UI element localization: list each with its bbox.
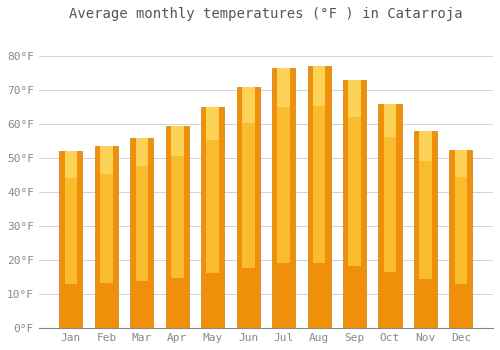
Bar: [60, 152, 82, 328]
Bar: [95, 146, 118, 328]
Bar: [100, 146, 113, 283]
Bar: [242, 87, 254, 123]
Bar: [384, 104, 396, 138]
Bar: [64, 152, 78, 178]
Bar: [343, 80, 366, 328]
Bar: [419, 131, 432, 161]
Bar: [136, 138, 148, 166]
Bar: [278, 68, 290, 107]
Bar: [278, 68, 290, 263]
Bar: [313, 66, 326, 263]
Bar: [313, 66, 326, 106]
Bar: [206, 107, 219, 273]
Bar: [384, 104, 396, 272]
Bar: [348, 80, 361, 117]
Bar: [348, 80, 361, 266]
Bar: [166, 126, 189, 328]
Bar: [201, 107, 224, 328]
Bar: [242, 87, 254, 268]
Bar: [308, 66, 330, 328]
Bar: [236, 87, 260, 328]
Bar: [450, 150, 472, 328]
Title: Average monthly temperatures (°F ) in Catarroja: Average monthly temperatures (°F ) in Ca…: [69, 7, 462, 21]
Bar: [272, 68, 295, 328]
Bar: [419, 131, 432, 279]
Bar: [64, 152, 78, 284]
Bar: [171, 126, 183, 278]
Bar: [454, 150, 467, 284]
Bar: [136, 138, 148, 281]
Bar: [171, 126, 183, 156]
Bar: [130, 138, 154, 328]
Bar: [378, 104, 402, 328]
Bar: [454, 150, 467, 176]
Bar: [206, 107, 219, 140]
Bar: [414, 131, 437, 328]
Bar: [100, 146, 113, 174]
